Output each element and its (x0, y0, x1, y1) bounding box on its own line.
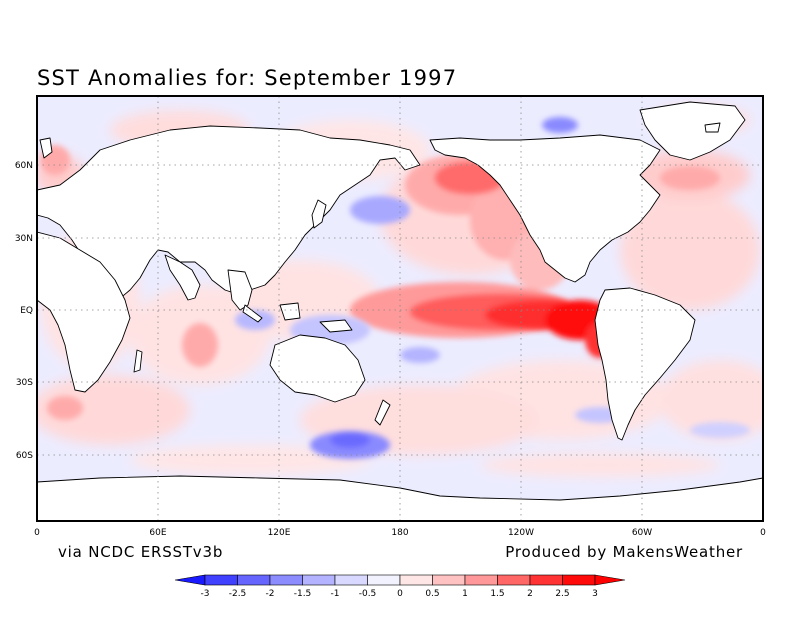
uk-landmass (39, 137, 53, 159)
north-america-landmass (429, 134, 661, 283)
colorbar-tick-label: -1 (331, 589, 340, 599)
colorbar-tick-label: -2.5 (229, 589, 247, 599)
graticule (37, 96, 763, 521)
colorbar-tick-label: 1 (462, 589, 468, 599)
new-guinea-landmass (319, 319, 353, 333)
new-zealand-landmass (374, 399, 391, 426)
colorbar-tick-label: -0.5 (359, 589, 377, 599)
source-note: via NCDC ERSSTv3b (58, 543, 224, 561)
colorbar-segment (497, 574, 531, 586)
colorbar-segment (529, 574, 563, 586)
colorbar-tick-label: 2.5 (555, 589, 569, 599)
anomaly-field (37, 96, 763, 521)
colorbar-segment (367, 574, 401, 586)
colorbar-segment (432, 574, 466, 586)
lat-label: 30N (15, 234, 33, 244)
lon-label: 0 (760, 528, 766, 538)
colorbar-segment (204, 574, 238, 586)
lat-label: EQ (20, 306, 33, 316)
lon-label: 180 (391, 528, 408, 538)
colorbar-segment (237, 574, 271, 586)
colorbar-tick-label: 1.5 (490, 589, 504, 599)
south-america-landmass (594, 287, 696, 441)
lon-label: 120W (508, 528, 534, 538)
colorbar-tick-label: 0 (397, 589, 403, 599)
lon-label: 60W (632, 528, 652, 538)
colorbar-segment (334, 574, 368, 586)
map-title: SST Anomalies for: September 1997 (37, 66, 458, 90)
africa-landmass (37, 231, 131, 393)
colorbar-segment (174, 574, 206, 586)
colorbar: -3 -2.5 -2 -1.5 -1 -0.5 0 0.5 1 1.5 2 2.5 3 (174, 574, 626, 599)
latitude-labels: 60N 30N EQ 30S 60S (15, 161, 33, 461)
colorbar-segment (464, 574, 498, 586)
colorbar-tick-label: 0.5 (425, 589, 439, 599)
india-landmass (164, 254, 201, 301)
lat-label: 60N (15, 161, 33, 171)
colorbar-tick-label: -3 (201, 589, 210, 599)
colorbar-segment (399, 574, 433, 586)
sumatra-landmass (242, 304, 263, 323)
colorbar-tick-label: 3 (592, 589, 598, 599)
australia-landmass (269, 334, 366, 403)
map-frame (36, 95, 764, 522)
colorbar-segment (594, 574, 626, 586)
iceland-landmass (704, 122, 721, 133)
longitude-labels: 0 60E 120E 180 120W 60W 0 (34, 528, 766, 538)
lon-label: 120E (268, 528, 291, 538)
colorbar-tick-label: -1.5 (294, 589, 312, 599)
lat-label: 60S (16, 451, 33, 461)
colorbar-segment (302, 574, 336, 586)
colorbar-tick-label: -2 (266, 589, 275, 599)
lon-label: 0 (34, 528, 40, 538)
colorbar-tick-label: 2 (527, 589, 533, 599)
greenland-landmass (639, 101, 746, 161)
lon-label: 60E (149, 528, 166, 538)
borneo-landmass (279, 302, 301, 321)
colorbar-segment (269, 574, 303, 586)
producer-note: Produced by MakensWeather (505, 543, 743, 561)
lat-label: 30S (16, 378, 33, 388)
madagascar-landmass (133, 349, 143, 373)
japan-landmass (311, 199, 327, 229)
colorbar-segment (562, 574, 596, 586)
